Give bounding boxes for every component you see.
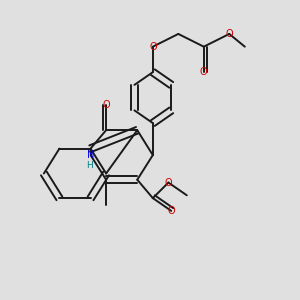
Text: O: O bbox=[149, 42, 157, 52]
Text: O: O bbox=[225, 29, 233, 39]
Text: O: O bbox=[165, 178, 172, 188]
Text: O: O bbox=[200, 67, 208, 77]
Text: O: O bbox=[167, 206, 175, 216]
Text: N: N bbox=[87, 150, 94, 160]
Text: O: O bbox=[102, 100, 110, 110]
Text: H: H bbox=[86, 161, 92, 170]
